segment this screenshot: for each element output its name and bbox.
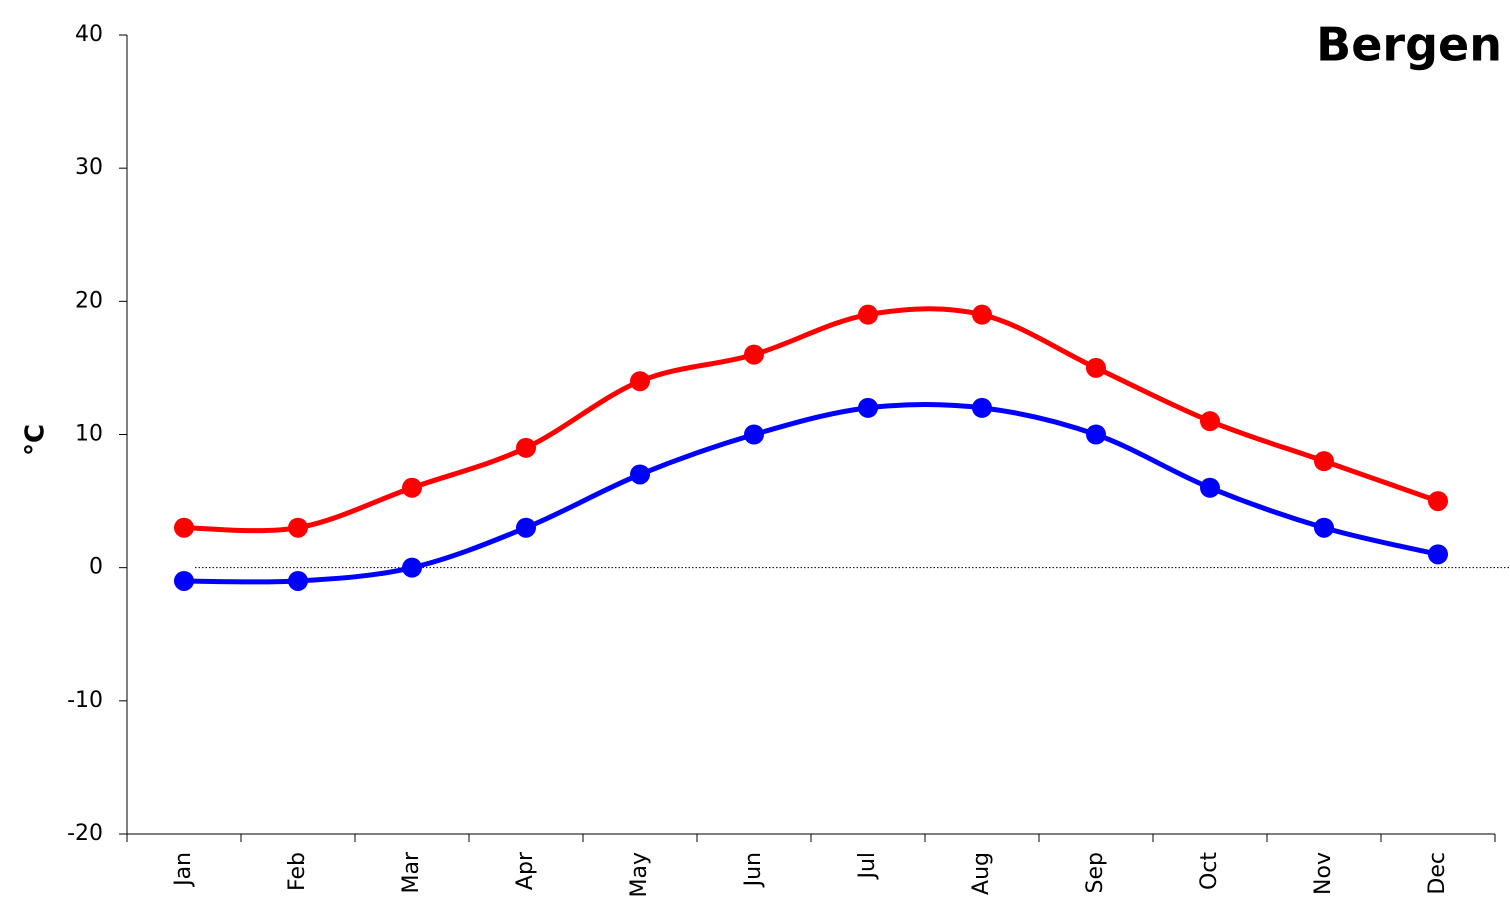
x-tick-label: Jun: [741, 852, 766, 888]
chart-title: Bergen: [1316, 18, 1502, 72]
data-point: [516, 517, 536, 538]
data-point: [174, 570, 194, 591]
x-tick-label: Jan: [171, 852, 196, 888]
data-point: [1086, 357, 1106, 378]
data-point: [402, 557, 422, 578]
data-point: [288, 517, 308, 538]
data-point: [1314, 451, 1334, 472]
data-point: [744, 424, 764, 445]
data-point: [1428, 544, 1448, 565]
x-tick-label: Apr: [513, 851, 538, 890]
data-point: [516, 437, 536, 458]
x-tick-label: Oct: [1197, 852, 1222, 890]
x-tick-label: Sep: [1083, 852, 1108, 893]
data-point: [630, 464, 650, 485]
y-tick-label: 10: [75, 422, 103, 447]
data-point: [1314, 517, 1334, 538]
data-point: [1200, 477, 1220, 498]
data-point: [858, 304, 878, 325]
x-tick-label: Mar: [399, 851, 424, 893]
x-tick-label: May: [627, 852, 652, 897]
y-tick-label: 40: [75, 22, 103, 47]
data-point: [972, 397, 992, 418]
x-tick-label: Dec: [1425, 852, 1450, 895]
data-point: [1200, 411, 1220, 432]
data-point: [1428, 491, 1448, 512]
data-point: [402, 477, 422, 498]
y-tick-label: 0: [89, 555, 103, 580]
y-tick-label: 30: [75, 155, 103, 180]
data-point: [1086, 424, 1106, 445]
series-line: [183, 402, 1439, 585]
y-axis-label: °C: [21, 424, 51, 456]
data-point: [630, 371, 650, 392]
y-tick-label: -10: [67, 688, 103, 713]
data-point: [858, 397, 878, 418]
data-point: [174, 517, 194, 538]
x-tick-label: Aug: [969, 852, 994, 895]
y-tick-label: 20: [75, 288, 103, 313]
x-tick-label: Nov: [1311, 852, 1336, 895]
y-tick-label: -20: [67, 821, 103, 846]
data-point: [744, 344, 764, 365]
x-tick-label: Jul: [855, 852, 880, 881]
data-point: [288, 570, 308, 591]
data-point: [972, 304, 992, 325]
x-tick-label: Feb: [285, 852, 310, 891]
